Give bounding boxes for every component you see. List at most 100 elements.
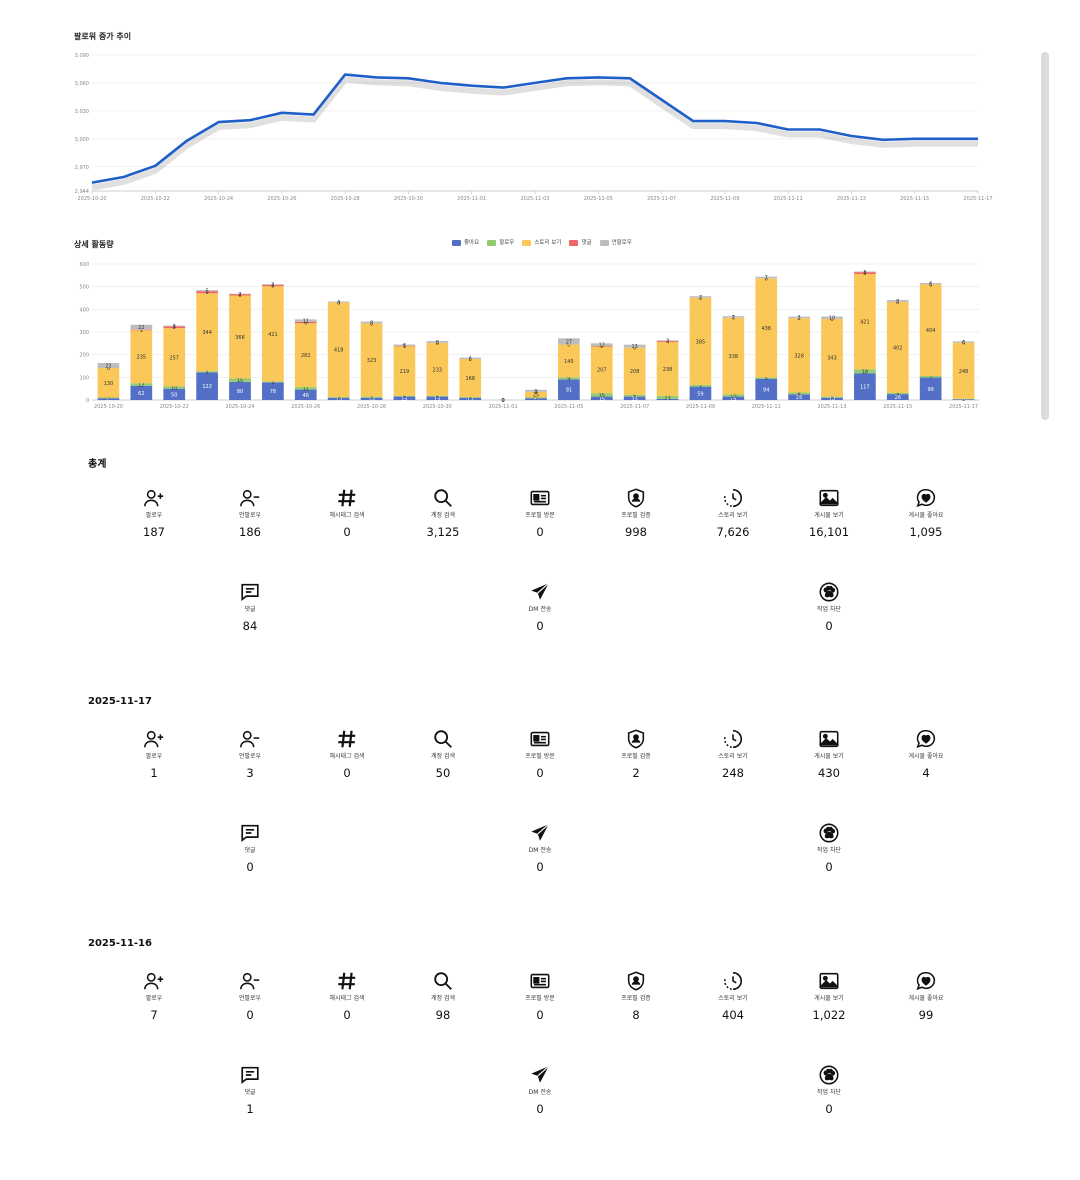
bar-segment[interactable] [393, 346, 416, 396]
bar-segment[interactable] [163, 388, 186, 400]
bar-segment[interactable] [886, 300, 909, 302]
bar-segment[interactable] [525, 398, 547, 400]
bar-segment[interactable] [689, 296, 712, 298]
bar-segment[interactable] [722, 316, 745, 318]
bar-segment[interactable] [426, 396, 449, 400]
bar-segment[interactable] [262, 381, 284, 383]
bar-segment[interactable] [360, 321, 383, 324]
bar-segment[interactable] [821, 397, 843, 400]
bar-segment[interactable] [919, 377, 942, 400]
bar-segment[interactable] [821, 316, 843, 319]
bar-segment[interactable] [886, 301, 909, 393]
bar-segment[interactable] [722, 317, 745, 395]
bar-segment[interactable] [788, 392, 810, 395]
bar-segment[interactable] [558, 338, 580, 345]
bar-segment[interactable] [130, 383, 153, 386]
bar-segment[interactable] [886, 394, 909, 400]
bar-segment[interactable] [623, 394, 646, 397]
bar-segment[interactable] [623, 396, 646, 400]
bar-segment[interactable] [163, 326, 186, 329]
bar-segment[interactable] [360, 323, 383, 397]
bar-segment[interactable] [262, 284, 284, 287]
bar-segment[interactable] [558, 377, 580, 380]
bar-segment[interactable] [360, 397, 383, 400]
bar-segment[interactable] [426, 342, 449, 396]
bar-segment[interactable] [196, 291, 218, 294]
bar-segment[interactable] [229, 381, 251, 400]
bar-segment[interactable] [294, 319, 317, 322]
bar-segment[interactable] [97, 363, 120, 369]
bar-segment[interactable] [360, 396, 383, 398]
legend-item[interactable]: 스토리 보기 [522, 238, 561, 246]
bar-segment[interactable] [130, 324, 153, 330]
bar-segment[interactable] [294, 321, 317, 324]
bar-segment[interactable] [163, 328, 186, 387]
bar-segment[interactable] [327, 302, 350, 398]
legend-item[interactable]: 좋아요 [452, 238, 479, 246]
bar-segment[interactable] [525, 397, 547, 399]
bar-segment[interactable] [689, 385, 712, 387]
bar-segment[interactable] [229, 294, 251, 296]
bar-segment[interactable] [952, 399, 975, 400]
bar-segment[interactable] [229, 295, 251, 379]
bar-segment[interactable] [130, 329, 153, 331]
bar-segment[interactable] [590, 396, 613, 400]
bar-segment[interactable] [262, 382, 284, 400]
bar-segment[interactable] [656, 340, 679, 342]
bar-segment[interactable] [196, 290, 218, 292]
bar-segment[interactable] [755, 278, 778, 378]
scrollbar[interactable] [1041, 52, 1049, 420]
legend-item[interactable]: 언팔로우 [599, 238, 632, 246]
legend-item[interactable]: 댓글 [569, 238, 592, 246]
bar-segment[interactable] [558, 379, 580, 400]
bar-segment[interactable] [393, 395, 416, 397]
bar-segment[interactable] [459, 357, 482, 359]
bar-segment[interactable] [590, 343, 613, 347]
bar-segment[interactable] [294, 389, 317, 400]
bar-segment[interactable] [294, 323, 317, 388]
bar-segment[interactable] [689, 386, 712, 400]
bar-segment[interactable] [97, 398, 120, 400]
bar-segment[interactable] [886, 392, 909, 395]
bar-segment[interactable] [196, 293, 218, 372]
bar-segment[interactable] [755, 378, 778, 400]
bar-segment[interactable] [426, 341, 449, 343]
bar-segment[interactable] [163, 386, 186, 389]
legend-item[interactable]: 팔로우 [487, 238, 514, 246]
bar-segment[interactable] [788, 318, 810, 393]
bar-segment[interactable] [558, 344, 580, 378]
bar-segment[interactable] [525, 389, 547, 392]
bar-segment[interactable] [393, 344, 416, 346]
bar-segment[interactable] [459, 358, 482, 398]
bar-segment[interactable] [163, 325, 186, 327]
bar-segment[interactable] [623, 347, 646, 395]
bar-segment[interactable] [196, 372, 218, 400]
bar-segment[interactable] [722, 394, 745, 397]
bar-segment[interactable] [229, 293, 251, 295]
bar-segment[interactable] [229, 378, 251, 382]
bar-segment[interactable] [788, 316, 810, 319]
bar-segment[interactable] [952, 342, 975, 399]
bar-segment[interactable] [459, 397, 482, 400]
bar-segment[interactable] [919, 283, 942, 285]
bar-segment[interactable] [294, 387, 317, 390]
bar-segment[interactable] [854, 271, 876, 273]
bar-segment[interactable] [97, 368, 120, 398]
bar-segment[interactable] [656, 341, 679, 396]
bar-segment[interactable] [656, 395, 679, 399]
bar-segment[interactable] [755, 377, 778, 379]
bar-segment[interactable] [854, 369, 876, 374]
bar-segment[interactable] [919, 284, 942, 376]
bar-segment[interactable] [821, 318, 843, 397]
bar-segment[interactable] [590, 346, 613, 347]
bar-segment[interactable] [97, 397, 120, 399]
bar-segment[interactable] [821, 396, 843, 398]
bar-segment[interactable] [327, 397, 350, 398]
bar-segment[interactable] [854, 373, 876, 400]
bar-segment[interactable] [130, 329, 153, 384]
bar-segment[interactable] [755, 276, 778, 279]
bar-segment[interactable] [262, 286, 284, 382]
bar-segment[interactable] [788, 394, 810, 400]
bar-segment[interactable] [393, 396, 416, 400]
bar-segment[interactable] [327, 301, 350, 303]
